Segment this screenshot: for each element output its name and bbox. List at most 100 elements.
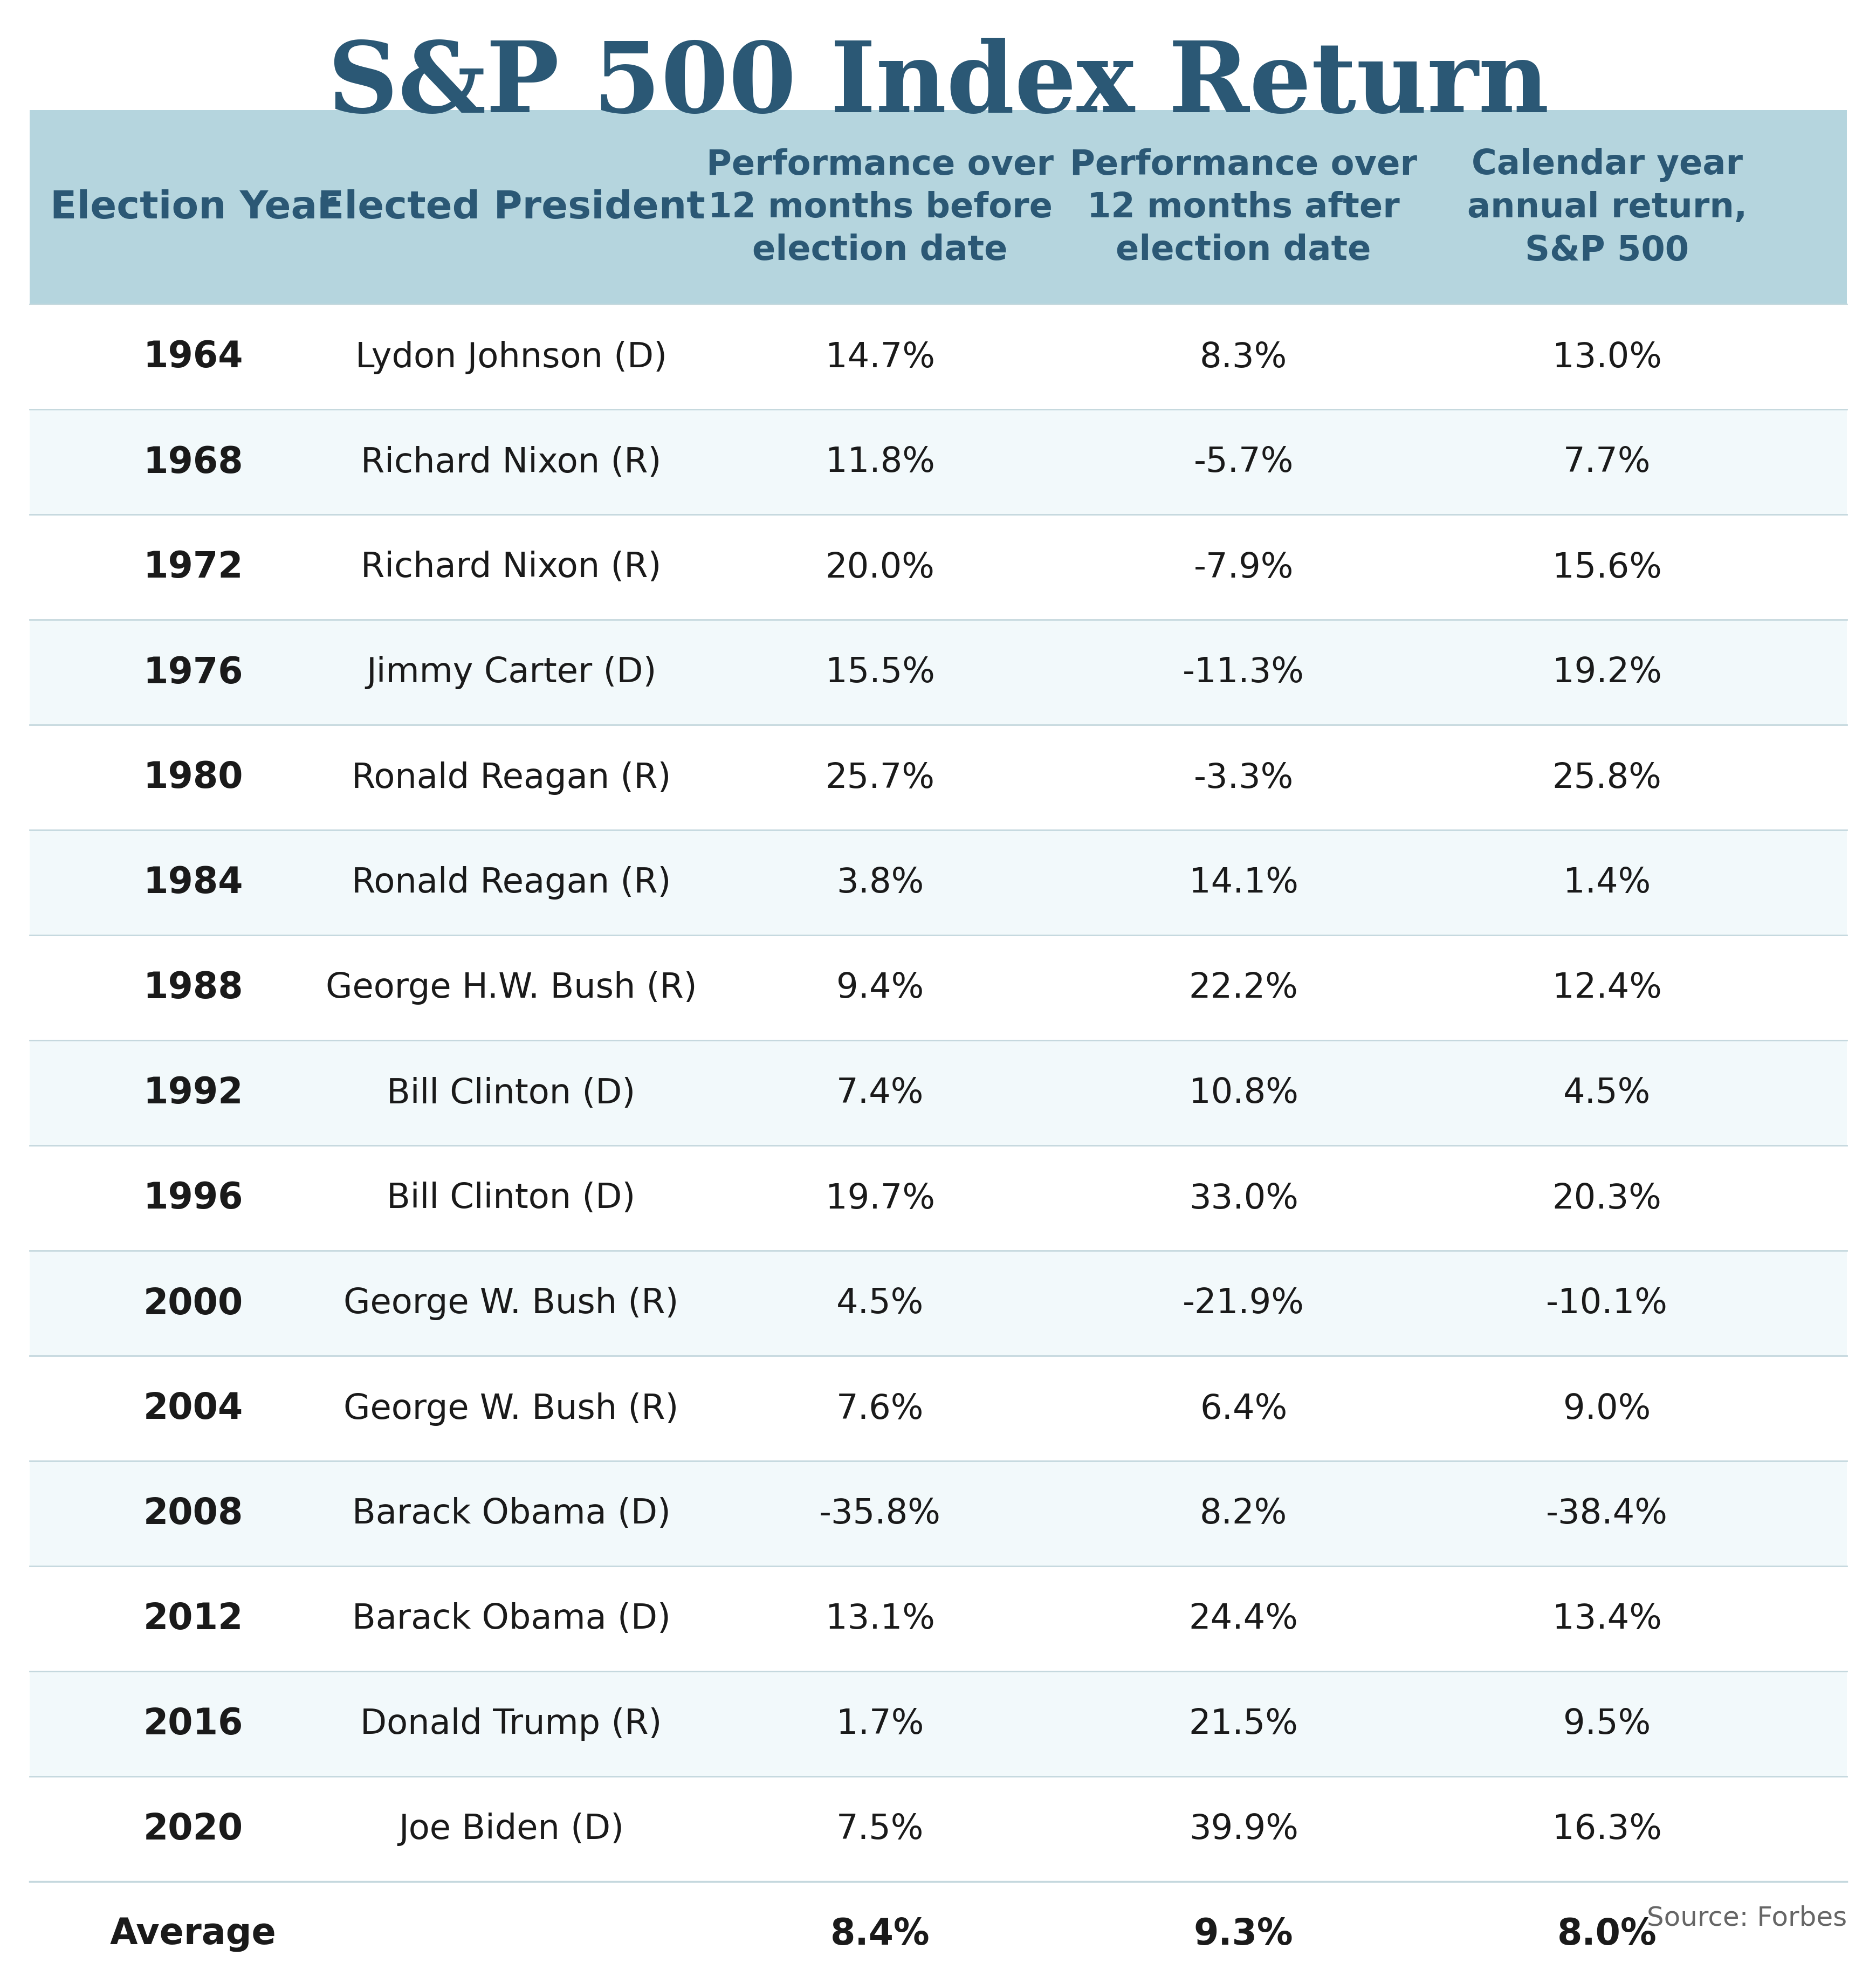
Text: 7.6%: 7.6% xyxy=(837,1392,923,1425)
Text: 2004: 2004 xyxy=(143,1390,244,1427)
Bar xyxy=(30,304,1846,410)
Text: 16.3%: 16.3% xyxy=(1551,1812,1662,1845)
Text: 22.2%: 22.2% xyxy=(1189,972,1298,1005)
Text: Performance over
12 months after
election date: Performance over 12 months after electio… xyxy=(1069,147,1416,267)
Text: 15.5%: 15.5% xyxy=(825,656,934,689)
Text: 8.3%: 8.3% xyxy=(1199,340,1287,373)
Text: 7.5%: 7.5% xyxy=(837,1812,923,1845)
Text: 24.4%: 24.4% xyxy=(1189,1602,1298,1635)
Text: 2008: 2008 xyxy=(143,1496,244,1531)
Text: 19.2%: 19.2% xyxy=(1551,656,1662,689)
Text: 25.7%: 25.7% xyxy=(825,762,934,795)
Text: 19.7%: 19.7% xyxy=(825,1182,934,1215)
Text: Joe Biden (D): Joe Biden (D) xyxy=(398,1812,623,1845)
Text: Richard Nixon (R): Richard Nixon (R) xyxy=(360,552,662,585)
Bar xyxy=(30,1566,1846,1671)
Text: 15.6%: 15.6% xyxy=(1551,552,1662,585)
Bar xyxy=(30,1356,1846,1460)
Text: 1968: 1968 xyxy=(143,444,244,481)
Text: 1988: 1988 xyxy=(143,970,244,1005)
Text: 20.3%: 20.3% xyxy=(1551,1182,1662,1215)
Text: 4.5%: 4.5% xyxy=(1563,1076,1651,1109)
Text: 8.4%: 8.4% xyxy=(829,1916,930,1951)
Bar xyxy=(30,1146,1846,1250)
Text: 12.4%: 12.4% xyxy=(1551,972,1662,1005)
Bar xyxy=(30,1777,1846,1883)
Text: 20.0%: 20.0% xyxy=(825,552,934,585)
Text: 2012: 2012 xyxy=(143,1602,244,1637)
Text: George H.W. Bush (R): George H.W. Bush (R) xyxy=(325,972,696,1005)
Text: George W. Bush (R): George W. Bush (R) xyxy=(343,1286,679,1319)
Text: Average: Average xyxy=(111,1916,276,1951)
Text: -21.9%: -21.9% xyxy=(1182,1286,1304,1319)
Text: 1992: 1992 xyxy=(143,1076,244,1111)
Text: Bill Clinton (D): Bill Clinton (D) xyxy=(386,1182,636,1215)
Text: 1980: 1980 xyxy=(143,760,244,795)
Text: -5.7%: -5.7% xyxy=(1193,446,1293,479)
Text: Jimmy Carter (D): Jimmy Carter (D) xyxy=(366,656,657,689)
Text: 13.4%: 13.4% xyxy=(1551,1602,1662,1635)
Text: S&P 500 Index Return: S&P 500 Index Return xyxy=(328,37,1548,133)
Text: 1964: 1964 xyxy=(143,340,244,375)
Bar xyxy=(30,514,1846,620)
Text: Source: Forbes: Source: Forbes xyxy=(1647,1904,1846,1932)
Text: -3.3%: -3.3% xyxy=(1193,762,1293,795)
Text: Election Year: Election Year xyxy=(51,188,336,226)
Text: 2000: 2000 xyxy=(143,1286,244,1321)
Bar xyxy=(30,1883,1846,1963)
Text: Barack Obama (D): Barack Obama (D) xyxy=(353,1602,670,1635)
Text: Lydon Johnson (D): Lydon Johnson (D) xyxy=(355,340,666,373)
Text: Ronald Reagan (R): Ronald Reagan (R) xyxy=(351,762,672,795)
Text: 13.0%: 13.0% xyxy=(1551,340,1662,373)
Text: 39.9%: 39.9% xyxy=(1189,1812,1298,1845)
Bar xyxy=(30,1671,1846,1777)
Text: 1996: 1996 xyxy=(143,1180,244,1215)
Text: 4.5%: 4.5% xyxy=(837,1286,923,1319)
Text: -11.3%: -11.3% xyxy=(1182,656,1304,689)
Bar xyxy=(30,410,1846,514)
Text: Richard Nixon (R): Richard Nixon (R) xyxy=(360,446,662,479)
Text: Performance over
12 months before
election date: Performance over 12 months before electi… xyxy=(705,147,1054,267)
Text: 21.5%: 21.5% xyxy=(1189,1708,1298,1741)
Text: 14.7%: 14.7% xyxy=(825,340,934,373)
Text: 1984: 1984 xyxy=(143,866,244,901)
Text: 8.2%: 8.2% xyxy=(1199,1498,1287,1531)
Text: 7.7%: 7.7% xyxy=(1563,446,1651,479)
Text: -38.4%: -38.4% xyxy=(1546,1498,1668,1531)
Text: Barack Obama (D): Barack Obama (D) xyxy=(353,1498,670,1531)
Text: 7.4%: 7.4% xyxy=(837,1076,923,1109)
Text: 2020: 2020 xyxy=(143,1812,244,1847)
Text: 2016: 2016 xyxy=(143,1706,244,1741)
Text: 1.7%: 1.7% xyxy=(837,1708,923,1741)
Text: -10.1%: -10.1% xyxy=(1546,1286,1668,1319)
Text: 9.3%: 9.3% xyxy=(1193,1916,1293,1951)
Bar xyxy=(30,1040,1846,1146)
Text: 33.0%: 33.0% xyxy=(1189,1182,1298,1215)
Text: 9.5%: 9.5% xyxy=(1563,1708,1651,1741)
Bar xyxy=(30,936,1846,1040)
Text: Ronald Reagan (R): Ronald Reagan (R) xyxy=(351,866,672,899)
Text: 6.4%: 6.4% xyxy=(1199,1392,1287,1425)
Text: 9.4%: 9.4% xyxy=(837,972,923,1005)
Text: 14.1%: 14.1% xyxy=(1189,866,1298,899)
Text: Bill Clinton (D): Bill Clinton (D) xyxy=(386,1076,636,1109)
Bar xyxy=(30,620,1846,724)
Bar xyxy=(30,830,1846,936)
Text: 13.1%: 13.1% xyxy=(825,1602,934,1635)
Text: 10.8%: 10.8% xyxy=(1189,1076,1298,1109)
Text: 11.8%: 11.8% xyxy=(825,446,934,479)
Bar xyxy=(30,724,1846,830)
Text: Donald Trump (R): Donald Trump (R) xyxy=(360,1708,662,1741)
Bar xyxy=(30,1460,1846,1566)
Text: 1972: 1972 xyxy=(143,550,244,585)
Bar xyxy=(30,110,1846,304)
Text: Calendar year
annual return,
S&P 500: Calendar year annual return, S&P 500 xyxy=(1467,147,1747,267)
Text: 8.0%: 8.0% xyxy=(1557,1916,1657,1951)
Text: 3.8%: 3.8% xyxy=(837,866,923,899)
Text: -7.9%: -7.9% xyxy=(1193,552,1293,585)
Bar xyxy=(30,1250,1846,1356)
Text: George W. Bush (R): George W. Bush (R) xyxy=(343,1392,679,1425)
Text: -35.8%: -35.8% xyxy=(820,1498,940,1531)
Text: Elected President: Elected President xyxy=(317,188,705,226)
Text: 1.4%: 1.4% xyxy=(1563,866,1651,899)
